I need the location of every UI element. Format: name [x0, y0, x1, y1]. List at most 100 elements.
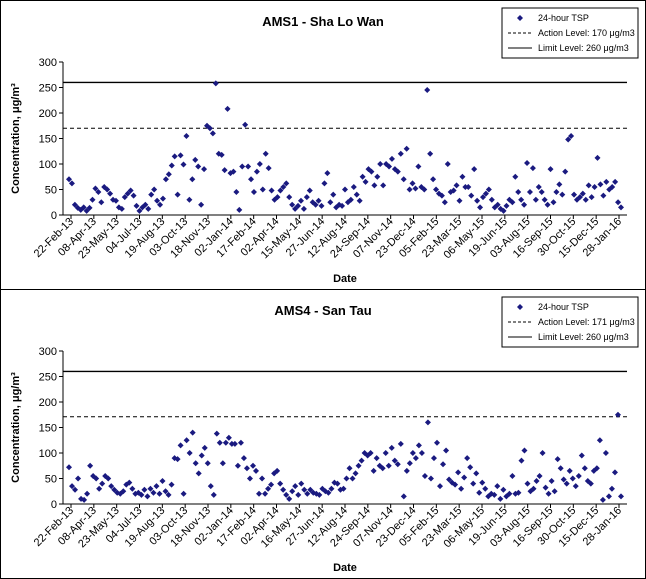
- data-point: [541, 196, 548, 203]
- data-point: [614, 411, 621, 418]
- data-point: [379, 465, 386, 472]
- data-point: [298, 480, 305, 487]
- data-point: [177, 442, 184, 449]
- data-point: [231, 440, 238, 447]
- y-tick-label: 150: [39, 423, 57, 435]
- data-point: [579, 190, 586, 197]
- data-point: [571, 191, 578, 198]
- data-point: [245, 163, 252, 170]
- data-point: [494, 201, 501, 208]
- data-point: [183, 132, 190, 139]
- data-point: [535, 183, 542, 190]
- data-point: [554, 456, 561, 463]
- data-point: [581, 465, 588, 472]
- data-point: [159, 195, 166, 202]
- data-point: [277, 187, 284, 194]
- data-point: [394, 168, 401, 175]
- data-point: [374, 173, 381, 180]
- data-point: [112, 197, 119, 204]
- data-point: [524, 159, 531, 166]
- data-point: [477, 204, 484, 211]
- data-point: [421, 472, 428, 479]
- data-point: [69, 483, 76, 490]
- data-point: [156, 490, 163, 497]
- data-point: [206, 125, 213, 132]
- data-point: [108, 483, 115, 490]
- data-point: [219, 460, 226, 467]
- data-point: [346, 465, 353, 472]
- data-point: [352, 470, 359, 477]
- data-point: [382, 450, 389, 456]
- data-point: [518, 196, 525, 203]
- data-point: [443, 447, 450, 454]
- data-point: [362, 178, 369, 185]
- chart-title: AMS4 - San Tau: [274, 303, 371, 318]
- data-point: [90, 472, 97, 479]
- data-point: [321, 180, 328, 187]
- data-point: [544, 201, 551, 208]
- data-point: [438, 192, 445, 199]
- y-tick-label: 250: [39, 372, 57, 384]
- data-point: [132, 490, 139, 497]
- data-point: [415, 442, 422, 449]
- data-point: [406, 460, 413, 467]
- data-point: [334, 480, 341, 487]
- data-point: [538, 189, 545, 196]
- data-point: [157, 201, 164, 208]
- data-point: [339, 202, 346, 209]
- data-point: [236, 206, 243, 213]
- data-point: [99, 480, 106, 487]
- data-point: [437, 483, 444, 490]
- y-tick-label: 150: [39, 134, 57, 146]
- data-point: [96, 485, 103, 492]
- data-point: [512, 490, 519, 497]
- data-point: [198, 201, 205, 208]
- data-point: [566, 467, 573, 474]
- data-point: [355, 462, 362, 469]
- data-point: [168, 481, 175, 488]
- data-point: [318, 202, 325, 209]
- data-point: [605, 493, 612, 500]
- data-point: [500, 207, 507, 214]
- data-point: [289, 488, 296, 495]
- data-point: [585, 182, 592, 189]
- data-point: [130, 192, 137, 199]
- data-point: [240, 455, 247, 462]
- data-point: [118, 205, 125, 212]
- data-point: [572, 483, 579, 490]
- data-point: [183, 437, 190, 444]
- data-point: [403, 467, 410, 474]
- data-point: [192, 460, 199, 467]
- data-point: [391, 457, 398, 464]
- data-point: [578, 452, 585, 459]
- data-point: [608, 485, 615, 492]
- data-point: [248, 176, 255, 183]
- data-point: [150, 489, 157, 496]
- data-point: [117, 490, 124, 497]
- data-point: [189, 176, 196, 183]
- data-point: [587, 480, 594, 487]
- data-point: [536, 472, 543, 479]
- data-point: [144, 493, 151, 500]
- data-point: [186, 450, 193, 456]
- data-point: [192, 156, 199, 163]
- data-point: [253, 467, 260, 474]
- data-point: [467, 464, 474, 471]
- data-point: [107, 190, 114, 197]
- data-point: [147, 485, 154, 492]
- data-point: [207, 483, 214, 490]
- data-point: [145, 205, 152, 212]
- data-point: [280, 183, 287, 190]
- legend-marker-tsp: [517, 304, 523, 310]
- data-point: [406, 186, 413, 193]
- data-point: [450, 187, 457, 194]
- data-point: [153, 483, 160, 490]
- data-point: [611, 469, 618, 476]
- data-point: [453, 182, 460, 189]
- data-point: [168, 162, 175, 169]
- y-tick-label: 300: [39, 57, 57, 69]
- data-point: [547, 166, 554, 173]
- legend-label: Action Level: 171 μg/m3: [538, 317, 635, 327]
- data-point: [542, 484, 549, 491]
- data-point: [234, 462, 241, 469]
